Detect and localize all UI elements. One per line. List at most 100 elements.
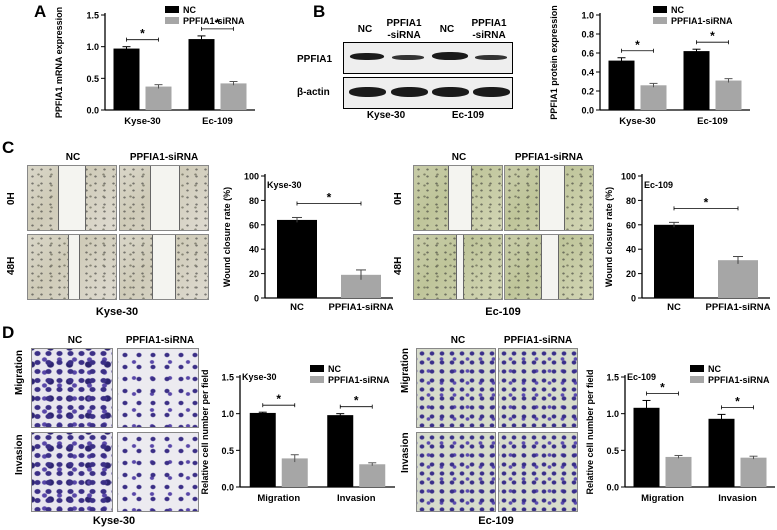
d-kyse-title: Kyse-30 (242, 372, 277, 382)
c-ec-category-label: NC (667, 302, 681, 313)
b-ytick-label: 0.2 (581, 87, 594, 97)
d-kyse-ytick-label: 1.0 (221, 409, 234, 419)
c-kyse-ytick-label: 80 (249, 196, 259, 206)
band-ppfia1-nc-ec (432, 52, 468, 60)
d-ec-sig-star: * (660, 380, 665, 394)
d-ec-bar-nc (708, 418, 735, 487)
d-kyse-row-migration: Migration (14, 350, 25, 395)
c-kyse-ytick-label: 40 (249, 245, 259, 255)
panel-label-d: D (2, 323, 15, 342)
blot-ppfia1-box (343, 42, 513, 74)
c-ec-category-label: PPFIA1-siRNA (706, 302, 771, 313)
c-kyse-bar-nc (277, 219, 317, 298)
c-kyse-ytick-label: 20 (249, 269, 259, 279)
d-ec-row-migration: Migration (400, 348, 411, 393)
d-kyse-legend-label: NC (328, 364, 341, 374)
c-kyse-row-48h: 48H (6, 256, 17, 275)
band-ppfia1-nc-kyse (350, 53, 384, 60)
c-ec-bar-nc (654, 224, 694, 298)
transwell-image-kyse-sirna-migration (117, 348, 199, 428)
d-kyse-category-label: Migration (257, 493, 300, 504)
transwell-image-ec-sirna-invasion (498, 432, 578, 512)
a-category-label: Kyse-30 (124, 116, 160, 127)
d-kyse-legend-swatch-nc (310, 365, 324, 372)
c-ec-ytick-label: 80 (626, 196, 636, 206)
b-bar-nc (683, 51, 710, 110)
blot-header-sirna-2b: -siRNA (472, 30, 506, 41)
transwell-image-kyse-nc-invasion (31, 432, 113, 512)
c-kyse-sig-star: * (327, 190, 332, 204)
transwell-image-kyse-nc-migration (31, 348, 113, 428)
b-legend-label: NC (671, 5, 684, 15)
d-kyse-ytick-label: 0.5 (221, 446, 234, 456)
c-ec-row-48h: 48H (393, 256, 404, 275)
wound-image-kyse-nc-0h (27, 165, 117, 231)
d-kyse-col-sirna: PPFIA1-siRNA (125, 335, 195, 346)
d-ec-category-label: Migration (641, 493, 684, 504)
d-ec-legend-label: NC (708, 364, 721, 374)
d-kyse-bar-sirna (359, 464, 386, 487)
d-kyse-ylabel: Relative cell number per field (200, 369, 210, 494)
c-ec-bar-sirna (718, 260, 758, 298)
c-ec-ytick-label: 60 (626, 220, 636, 230)
d-ec-legend-swatch-sirna (690, 376, 704, 383)
c-ec-ytick-label: 20 (626, 269, 636, 279)
d-kyse-ytick-label: 1.5 (221, 373, 234, 383)
d-ec-ytick-label: 0.5 (606, 446, 619, 456)
band-ppfia1-sirna-ec (475, 55, 507, 60)
blot-cell-ec: Ec-109 (451, 110, 485, 121)
b-category-label: Ec-109 (697, 116, 728, 127)
a-sig-star: * (140, 27, 145, 41)
a-sig-star: * (215, 16, 220, 30)
transwell-image-ec-nc-migration (416, 348, 496, 428)
c-ec-row-0h: 0H (393, 192, 404, 205)
d-ec-sig-star: * (735, 394, 740, 408)
d-ec-category-label: Invasion (718, 493, 757, 504)
d-kyse-category-label: Invasion (337, 493, 376, 504)
c-kyse-col-nc: NC (65, 152, 81, 163)
band-actin-3 (432, 87, 469, 97)
wound-image-kyse-sirna-0h (119, 165, 209, 231)
a-ytick-label: 0.5 (86, 74, 99, 84)
d-ec-bar-sirna (665, 456, 692, 487)
blot-header-sirna-1a: PPFIA1 (386, 18, 422, 29)
c-kyse-row-0h: 0H (6, 192, 17, 205)
d-kyse-caption: Kyse-30 (92, 515, 136, 527)
c-kyse-ylabel: Wound closure rate (%) (222, 187, 232, 287)
wound-image-ec-nc-48h (413, 234, 503, 300)
c-kyse-ytick-label: 60 (249, 220, 259, 230)
a-legend-swatch-sirna (165, 17, 179, 24)
blot-row-ppfia1: PPFIA1 (297, 54, 333, 65)
c-kyse-bar-sirna (341, 274, 381, 298)
wound-image-kyse-nc-48h (27, 234, 117, 300)
d-ec-legend-swatch-nc (690, 365, 704, 372)
d-kyse-bar-sirna (281, 458, 308, 487)
d-ec-title: Ec-109 (627, 372, 656, 382)
d-kyse-bar-nc (249, 412, 276, 487)
c-kyse-title: Kyse-30 (267, 180, 302, 190)
b-bar-sirna (640, 85, 667, 110)
blot-header-sirna-1b: -siRNA (387, 30, 421, 41)
b-sig-star: * (635, 38, 640, 52)
b-sig-star: * (710, 29, 715, 43)
c-kyse-ytick-label: 100 (244, 172, 259, 182)
b-ytick-label: 0.0 (581, 106, 594, 116)
blot-header-nc-2: NC (439, 24, 455, 35)
d-ec-col-nc: NC (450, 335, 466, 346)
c-kyse-category-label: PPFIA1-siRNA (329, 302, 394, 313)
b-ytick-label: 0.6 (581, 49, 594, 59)
blot-cell-kyse: Kyse-30 (366, 110, 406, 121)
d-kyse-legend-label: PPFIA1-siRNA (328, 375, 390, 385)
band-actin-2 (391, 87, 428, 97)
transwell-image-ec-nc-invasion (416, 432, 496, 512)
wound-image-ec-nc-0h (413, 165, 503, 231)
a-bar-sirna (145, 86, 172, 110)
d-ec-ytick-label: 0.0 (606, 483, 619, 493)
band-actin-4 (473, 87, 510, 97)
c-kyse-col-sirna: PPFIA1-siRNA (129, 152, 199, 163)
a-legend-label: PPFIA1-siRNA (183, 16, 245, 26)
a-category-label: Ec-109 (202, 116, 233, 127)
d-kyse-legend-swatch-sirna (310, 376, 324, 383)
a-legend-label: NC (183, 5, 196, 15)
wound-image-ec-sirna-0h (504, 165, 594, 231)
